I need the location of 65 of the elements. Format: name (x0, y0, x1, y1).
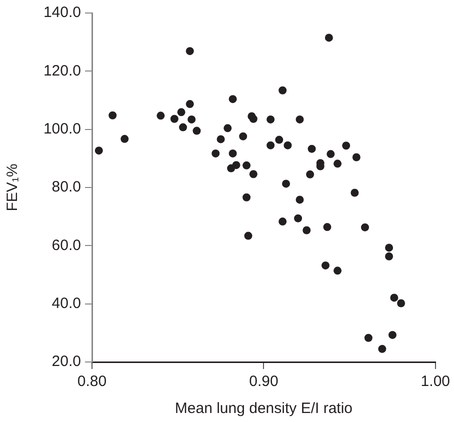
point (179, 123, 187, 132)
y-tick-label: 120.0 (43, 62, 81, 80)
y-tick-label: 140.0 (43, 4, 81, 22)
point (323, 223, 332, 232)
point (397, 299, 406, 308)
point (177, 108, 186, 116)
point (120, 134, 129, 143)
point (212, 149, 220, 158)
point (385, 252, 394, 260)
point (188, 115, 196, 124)
point (278, 86, 287, 94)
point (249, 114, 258, 123)
point (228, 149, 237, 158)
point (242, 193, 251, 202)
point (186, 100, 194, 108)
point (108, 111, 117, 120)
point (282, 180, 290, 188)
point (156, 112, 165, 120)
point (278, 218, 287, 226)
point (361, 223, 370, 232)
point (306, 170, 314, 178)
point (239, 132, 248, 140)
x-tick-label: 0.80 (77, 373, 107, 390)
x-tick-label: 0.90 (249, 373, 278, 390)
point (228, 95, 237, 104)
point (266, 141, 275, 150)
y-tick-label: 40.0 (52, 294, 81, 312)
point (322, 261, 330, 270)
point (275, 136, 284, 144)
y-tick-label: 60.0 (52, 236, 81, 254)
y-tick-label: 80.0 (52, 178, 81, 196)
point (390, 294, 398, 302)
point (170, 114, 178, 123)
y-tick-label: 100.0 (43, 120, 81, 138)
point (324, 34, 333, 42)
point (192, 126, 201, 135)
point (244, 232, 252, 240)
point (350, 188, 359, 197)
point (242, 161, 251, 170)
point (364, 334, 372, 342)
point (94, 146, 103, 155)
point (326, 150, 335, 158)
x-tick-label: 1.00 (420, 373, 450, 390)
point (334, 160, 342, 168)
point (249, 170, 258, 178)
point (294, 214, 302, 222)
point (284, 141, 292, 150)
point (334, 266, 342, 275)
point (308, 144, 316, 153)
point (352, 153, 360, 162)
point (385, 244, 394, 252)
y-axis-title: FEV₁% (4, 164, 22, 212)
point (216, 135, 225, 144)
x-axis-title: Mean lung density E/I ratio (174, 400, 353, 418)
point (296, 196, 304, 204)
point (186, 47, 194, 56)
y-tick-label: 20.0 (52, 353, 81, 370)
point (224, 124, 232, 132)
point (378, 344, 386, 353)
point (232, 161, 240, 170)
point (296, 115, 304, 124)
point (388, 330, 396, 339)
point (302, 226, 311, 234)
point (266, 115, 275, 124)
point (342, 142, 350, 150)
